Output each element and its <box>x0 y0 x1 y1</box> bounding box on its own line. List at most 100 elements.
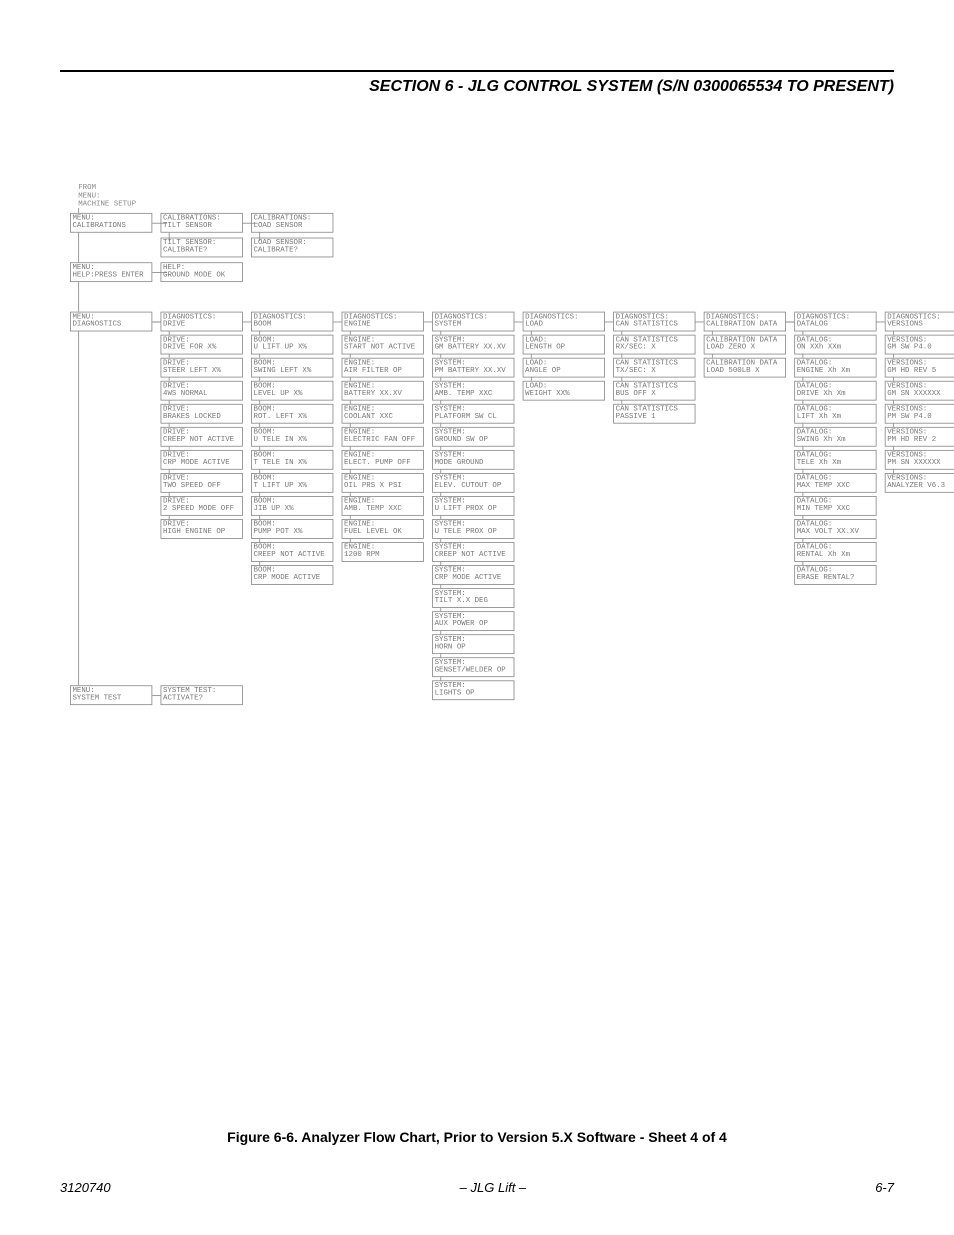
drive-2spd-off: DRIVE: TWO SPEED OFF <box>161 473 243 493</box>
diag-boom: DIAGNOSTICS: BOOM <box>251 312 333 332</box>
cal-load-sensor: CALIBRATIONS: LOAD SENSOR <box>251 213 333 233</box>
calib-load-500: CALIBRATION DATA LOAD 500LB X <box>704 358 786 378</box>
ver-gm-sn: VERSIONS: GM SN XXXXXX <box>885 381 954 401</box>
sys-u-tele-prox: SYSTEM: U TELE PROX OP <box>432 519 514 539</box>
load-sensor-cal: LOAD SENSOR: CALIBRATE? <box>251 238 333 258</box>
drive-high-engine: DRIVE: HIGH ENGINE OP <box>161 519 243 539</box>
flowchart-container: FROMMENU:MACHINE SETUPMENU: CALIBRATIONS… <box>70 180 890 1080</box>
drive-4ws: DRIVE: 4WS NORMAL <box>161 381 243 401</box>
dl-rental: DATALOG: RENTAL Xh Xm <box>794 542 876 562</box>
sys-horn: SYSTEM: HORN OP <box>432 634 514 654</box>
eng-start-na: ENGINE: START NOT ACTIVE <box>342 335 424 355</box>
sys-genset: SYSTEM: GENSET/WELDER OP <box>432 657 514 677</box>
tilt-sensor-cal: TILT SENSOR: CALIBRATE? <box>161 238 243 258</box>
boom-jib-up: BOOM: JIB UP X% <box>251 496 333 516</box>
eng-battery: ENGINE: BATTERY XX.XV <box>342 381 424 401</box>
drive-for: DRIVE: DRIVE FOR X% <box>161 335 243 355</box>
diag-system: DIAGNOSTICS: SYSTEM <box>432 312 514 332</box>
can-passive: CAN STATISTICS PASSIVE 1 <box>613 404 695 424</box>
diag-drive: DIAGNOSTICS: DRIVE <box>161 312 243 332</box>
dl-engine: DATALOG: ENGINE Xh Xm <box>794 358 876 378</box>
footer-product: – JLG Lift – <box>60 1180 894 1195</box>
sys-u-lift-prox: SYSTEM: U LIFT PROX OP <box>432 496 514 516</box>
drive-creep-na: DRIVE: CREEP NOT ACTIVE <box>161 427 243 447</box>
sys-tilt: SYSTEM: TILT X.X DEG <box>432 588 514 608</box>
sys-aux-power: SYSTEM: AUX POWER OP <box>432 611 514 631</box>
cal-tilt-sensor: CALIBRATIONS: TILT SENSOR <box>161 213 243 233</box>
section-header: SECTION 6 - JLG CONTROL SYSTEM (S/N 0300… <box>60 70 894 96</box>
boom-u-tele-in: BOOM: U TELE IN X% <box>251 427 333 447</box>
boom-t-lift-up: BOOM: T LIFT UP X% <box>251 473 333 493</box>
eng-oil-prs: ENGINE: OIL PRS X PSI <box>342 473 424 493</box>
can-rx: CAN STATISTICS RX/SEC: X <box>613 335 695 355</box>
boom-creep-na: BOOM: CREEP NOT ACTIVE <box>251 542 333 562</box>
dl-erase: DATALOG: ERASE RENTAL? <box>794 565 876 585</box>
boom-u-lift: BOOM: U LIFT UP X% <box>251 335 333 355</box>
boom-pump-pot: BOOM: PUMP POT X% <box>251 519 333 539</box>
footer-doc-number: 3120740 <box>60 1180 111 1195</box>
eng-elec-fan: ENGINE: ELECTRIC FAN OFF <box>342 427 424 447</box>
sys-amb-temp: SYSTEM: AMB. TEMP XXC <box>432 381 514 401</box>
ver-pm-sn: VERSIONS: PM SN XXXXXX <box>885 450 954 470</box>
dl-on: DATALOG: ON XXh XXm <box>794 335 876 355</box>
figure-caption: Figure 6-6. Analyzer Flow Chart, Prior t… <box>0 1129 954 1145</box>
drive-brakes: DRIVE: BRAKES LOCKED <box>161 404 243 424</box>
sys-creep-na: SYSTEM: CREEP NOT ACTIVE <box>432 542 514 562</box>
diag-versions: DIAGNOSTICS: VERSIONS <box>885 312 954 332</box>
page-footer: 3120740 6-7 – JLG Lift – <box>60 1180 894 1195</box>
boom-swing-left: BOOM: SWING LEFT X% <box>251 358 333 378</box>
sys-platform: SYSTEM: PLATFORM SW CL <box>432 404 514 424</box>
menu-calibrations: MENU: CALIBRATIONS <box>70 213 152 233</box>
sys-mode-ground: SYSTEM: MODE GROUND <box>432 450 514 470</box>
drive-2spd-mode: DRIVE: 2 SPEED MODE OFF <box>161 496 243 516</box>
diag-datalog: DIAGNOSTICS: DATALOG <box>794 312 876 332</box>
dl-lift: DATALOG: LIFT Xh Xm <box>794 404 876 424</box>
sys-lights: SYSTEM: LIGHTS OP <box>432 680 514 700</box>
dl-tele: DATALOG: TELE Xh Xm <box>794 450 876 470</box>
footer-page-number: 6-7 <box>875 1180 894 1195</box>
diag-can: DIAGNOSTICS: CAN STATISTICS <box>613 312 695 332</box>
dl-max-temp: DATALOG: MAX TEMP XXC <box>794 473 876 493</box>
sys-elev-cutout: SYSTEM: ELEV. CUTOUT OP <box>432 473 514 493</box>
diag-engine: DIAGNOSTICS: ENGINE <box>342 312 424 332</box>
ver-pm-hd: VERSIONS: PM HD REV 2 <box>885 427 954 447</box>
sys-pm-batt: SYSTEM: PM BATTERY XX.XV <box>432 358 514 378</box>
eng-rpm: ENGINE: 1200 RPM <box>342 542 424 562</box>
menu-diagnostics: MENU: DIAGNOSTICS <box>70 312 152 332</box>
ver-pm-sw: VERSIONS: PM SW P4.0 <box>885 404 954 424</box>
eng-air-filter: ENGINE: AIR FILTER OP <box>342 358 424 378</box>
load-angle: LOAD: ANGLE OP <box>523 358 605 378</box>
drive-crp-mode: DRIVE: CRP MODE ACTIVE <box>161 450 243 470</box>
sys-gm-batt: SYSTEM: GM BATTERY XX.XV <box>432 335 514 355</box>
dl-swing: DATALOG: SWING Xh Xm <box>794 427 876 447</box>
menu-system-test: MENU: SYSTEM TEST <box>70 685 152 705</box>
sys-ground-sw: SYSTEM: GROUND SW OP <box>432 427 514 447</box>
diag-load: DIAGNOSTICS: LOAD <box>523 312 605 332</box>
eng-fuel-level: ENGINE: FUEL LEVEL OK <box>342 519 424 539</box>
eng-coolant: ENGINE: COOLANT XXC <box>342 404 424 424</box>
load-weight: LOAD: WEIGHT XX% <box>523 381 605 401</box>
dl-drive: DATALOG: DRIVE Xh Xm <box>794 381 876 401</box>
ver-gm-sw: VERSIONS: GM SW P4.0 <box>885 335 954 355</box>
drive-steer-left: DRIVE: STEER LEFT X% <box>161 358 243 378</box>
page: SECTION 6 - JLG CONTROL SYSTEM (S/N 0300… <box>0 0 954 1235</box>
help-ground-mode: HELP: GROUND MODE OK <box>161 262 243 282</box>
from-menu-header: MACHINE SETUP <box>78 201 136 209</box>
menu-help: MENU: HELP:PRESS ENTER <box>70 262 152 282</box>
load-length: LOAD: LENGTH OP <box>523 335 605 355</box>
can-bus-off: CAN STATISTICS BUS OFF X <box>613 381 695 401</box>
system-test-activate: SYSTEM TEST: ACTIVATE? <box>161 685 243 705</box>
diag-calib-data: DIAGNOSTICS: CALIBRATION DATA <box>704 312 786 332</box>
boom-crp-mode: BOOM: CRP MODE ACTIVE <box>251 565 333 585</box>
dl-min-temp: DATALOG: MIN TEMP XXC <box>794 496 876 516</box>
eng-amb-temp: ENGINE: AMB. TEMP XXC <box>342 496 424 516</box>
ver-analyzer: VERSIONS: ANALYZER V6.3 <box>885 473 954 493</box>
sys-crp-mode: SYSTEM: CRP MODE ACTIVE <box>432 565 514 585</box>
dl-max-volt: DATALOG: MAX VOLT XX.XV <box>794 519 876 539</box>
boom-t-tele-in: BOOM: T TELE IN X% <box>251 450 333 470</box>
boom-level: BOOM: LEVEL UP X% <box>251 381 333 401</box>
can-tx: CAN STATISTICS TX/SEC: X <box>613 358 695 378</box>
ver-gm-hd: VERSIONS: GM HD REV 5 <box>885 358 954 378</box>
boom-rot-left: BOOM: ROT. LEFT X% <box>251 404 333 424</box>
calib-load-zero: CALIBRATION DATA LOAD ZERO X <box>704 335 786 355</box>
